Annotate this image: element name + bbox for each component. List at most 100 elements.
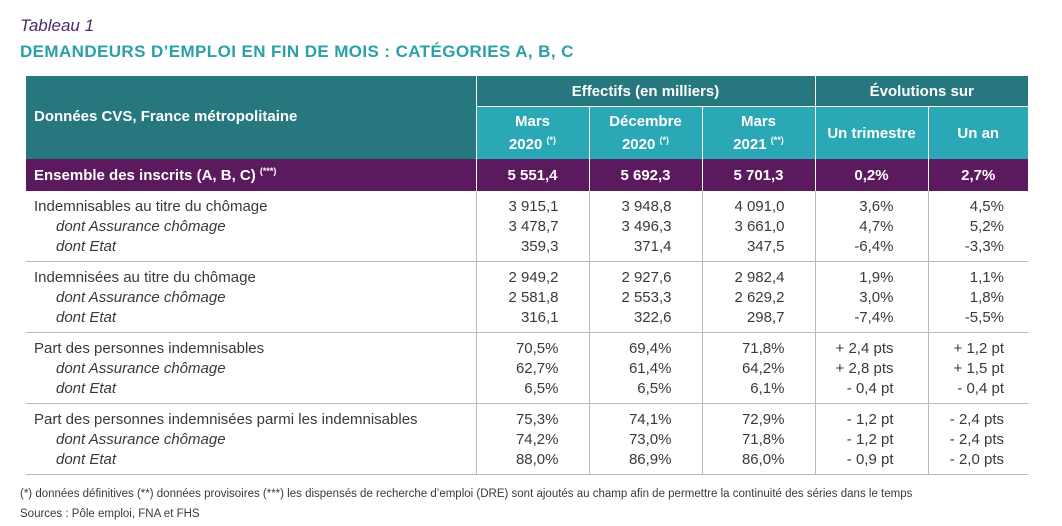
- cell-value: 73,0%: [628, 431, 672, 448]
- cell-value: 6,5%: [524, 380, 559, 397]
- table-row: Part des personnes indemnisables dont Ass…: [26, 332, 1028, 404]
- sources-note: Sources : Pôle emploi, FNA et FHS: [20, 508, 200, 520]
- value-cell: 2 949,2 2 581,8 316,1: [475, 261, 589, 333]
- value-cell: 72,9% 71,8% 86,0%: [701, 403, 815, 475]
- value-cell: 3,6% 4,7% -6,4%: [814, 191, 928, 262]
- total-value: 0,2%: [814, 159, 928, 191]
- cell-value: 3 915,1: [508, 198, 559, 215]
- col-header-un-trimestre: Un trimestre: [814, 106, 928, 159]
- cell-value: 2 629,2: [734, 289, 785, 306]
- row-main-label: Part des personnes indemnisables: [34, 340, 265, 357]
- row-header-label: Données CVS, France métropolitaine: [26, 76, 476, 159]
- col-header-un-an: Un an: [927, 106, 1028, 159]
- cell-value: 3,0%: [859, 289, 894, 306]
- cell-value: 75,3%: [515, 411, 559, 428]
- cell-value: -5,5%: [964, 309, 1004, 326]
- cell-value: 1,9%: [859, 269, 894, 286]
- row-sub-label: dont Assurance chômage: [56, 360, 226, 377]
- cell-value: 69,4%: [628, 340, 672, 357]
- cell-value: 322,6: [633, 309, 672, 326]
- cell-value: -3,3%: [964, 238, 1004, 255]
- row-main-label: Part des personnes indemnisées parmi les…: [34, 411, 418, 428]
- data-table: Données CVS, France métropolitaine Effec…: [26, 76, 1028, 475]
- cell-value: 359,3: [520, 238, 559, 255]
- total-value: 2,7%: [927, 159, 1028, 191]
- total-label: Ensemble des inscrits (A, B, C) (***): [26, 159, 476, 191]
- table-caption: Tableau 1: [20, 16, 95, 35]
- group-header-effectifs: Effectifs (en milliers): [475, 76, 815, 107]
- row-sub-label: dont Assurance chômage: [56, 218, 226, 235]
- row-sub-label: dont Etat: [56, 238, 117, 255]
- value-cell: 4,5% 5,2% -3,3%: [927, 191, 1028, 262]
- cell-value: 3 496,3: [621, 218, 672, 235]
- cell-value: 2 553,3: [621, 289, 672, 306]
- cell-value: 4 091,0: [734, 198, 785, 215]
- value-cell: + 1,2 pt + 1,5 pt - 0,4 pt: [927, 332, 1028, 404]
- cell-value: 316,1: [520, 309, 559, 326]
- total-value: 5 551,4: [475, 159, 589, 191]
- cell-value: 6,5%: [637, 380, 672, 397]
- cell-value: 74,1%: [628, 411, 672, 428]
- cell-value: 3 948,8: [621, 198, 672, 215]
- table-title: DEMANDEURS D’EMPLOI EN FIN DE MOIS : CAT…: [20, 42, 574, 61]
- cell-value: 88,0%: [515, 451, 559, 468]
- row-sub-label: dont Etat: [56, 451, 117, 468]
- cell-value: - 0,4 pt: [846, 380, 894, 397]
- cell-value: 86,0%: [741, 451, 785, 468]
- cell-value: + 1,5 pt: [953, 360, 1004, 377]
- total-value: 5 701,3: [701, 159, 815, 191]
- footnote: (*) données définitives (**) données pro…: [20, 488, 913, 500]
- table-row: Part des personnes indemnisées parmi les…: [26, 403, 1028, 475]
- cell-value: 1,8%: [969, 289, 1004, 306]
- cell-value: + 2,8 pts: [835, 360, 894, 377]
- row-main-label: Indemnisées au titre du chômage: [34, 269, 256, 286]
- total-row: Ensemble des inscrits (A, B, C) (***) 5 …: [26, 159, 1028, 191]
- cell-value: 347,5: [746, 238, 785, 255]
- cell-value: 2 949,2: [508, 269, 559, 286]
- value-cell: 74,1% 73,0% 86,9%: [588, 403, 702, 475]
- cell-value: 3 478,7: [508, 218, 559, 235]
- value-cell: 75,3% 74,2% 88,0%: [475, 403, 589, 475]
- cell-value: -6,4%: [854, 238, 894, 255]
- cell-value: 2 982,4: [734, 269, 785, 286]
- cell-value: 86,9%: [628, 451, 672, 468]
- value-cell: 1,9% 3,0% -7,4%: [814, 261, 928, 333]
- cell-value: 70,5%: [515, 340, 559, 357]
- col-header-mars-2021: Mars 2021 (**): [701, 106, 815, 159]
- cell-value: 2 581,8: [508, 289, 559, 306]
- value-cell: 70,5% 62,7% 6,5%: [475, 332, 589, 404]
- cell-value: 4,5%: [969, 198, 1004, 215]
- cell-value: - 1,2 pt: [846, 431, 894, 448]
- cell-value: 298,7: [746, 309, 785, 326]
- cell-value: 3 661,0: [734, 218, 785, 235]
- cell-value: 62,7%: [515, 360, 559, 377]
- cell-value: 4,7%: [859, 218, 894, 235]
- table-row: Indemnisées au titre du chômage dont Assu…: [26, 261, 1028, 333]
- value-cell: 2 927,6 2 553,3 322,6: [588, 261, 702, 333]
- col-header-mars-2020: Mars 2020 (*): [475, 106, 589, 159]
- row-sub-label: dont Assurance chômage: [56, 289, 226, 306]
- table-row: Indemnisables au titre du chômage dont As…: [26, 191, 1028, 262]
- cell-value: - 2,4 pts: [949, 431, 1004, 448]
- row-label: Part des personnes indemnisées parmi les…: [26, 403, 476, 475]
- group-header-evolutions: Évolutions sur: [814, 76, 1028, 107]
- cell-value: 5,2%: [969, 218, 1004, 235]
- row-sub-label: dont Etat: [56, 380, 117, 397]
- cell-value: 2 927,6: [621, 269, 672, 286]
- cell-value: 74,2%: [515, 431, 559, 448]
- value-cell: 69,4% 61,4% 6,5%: [588, 332, 702, 404]
- cell-value: 3,6%: [859, 198, 894, 215]
- cell-value: 61,4%: [628, 360, 672, 377]
- value-cell: 3 915,1 3 478,7 359,3: [475, 191, 589, 262]
- total-value: 5 692,3: [588, 159, 702, 191]
- cell-value: 71,8%: [741, 340, 785, 357]
- cell-value: - 2,4 pts: [949, 411, 1004, 428]
- row-main-label: Indemnisables au titre du chômage: [34, 198, 268, 215]
- value-cell: 71,8% 64,2% 6,1%: [701, 332, 815, 404]
- cell-value: -7,4%: [854, 309, 894, 326]
- row-sub-label: dont Assurance chômage: [56, 431, 226, 448]
- value-cell: - 1,2 pt - 1,2 pt - 0,9 pt: [814, 403, 928, 475]
- cell-value: + 2,4 pts: [835, 340, 894, 357]
- cell-value: - 0,4 pt: [957, 380, 1004, 397]
- cell-value: 71,8%: [741, 431, 785, 448]
